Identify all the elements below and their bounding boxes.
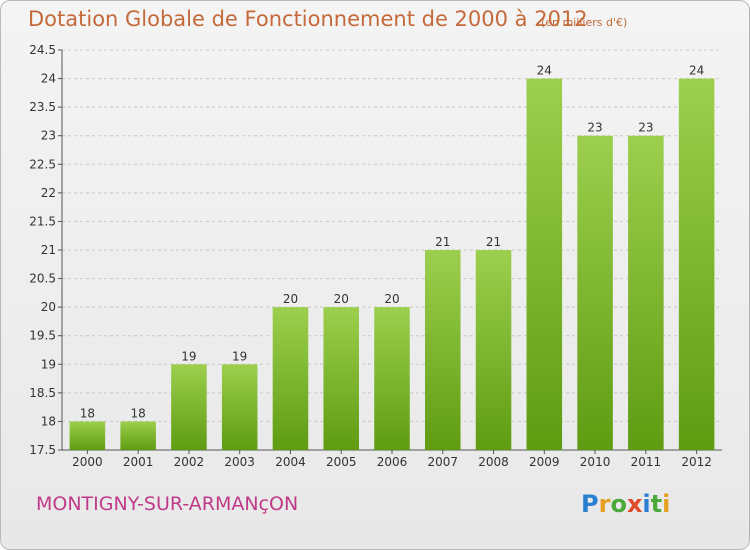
bar-2010 xyxy=(577,135,613,450)
bar-2009 xyxy=(526,78,563,451)
labels: 17.5 18 18.5 19 19.5 20 20.5 21 21.5 22 22.5 23 23.5… xyxy=(29,43,712,469)
bar-2011 xyxy=(628,135,664,450)
y-tick-label: 21.5 xyxy=(29,214,56,228)
x-tick-label: 2005 xyxy=(326,455,357,469)
bar-2005 xyxy=(323,307,359,450)
data-label: 20 xyxy=(283,292,298,306)
data-label: 24 xyxy=(689,64,704,78)
y-tick-label: 18 xyxy=(41,414,56,428)
x-tick-label: 2009 xyxy=(529,455,560,469)
x-tick-label: 2002 xyxy=(174,455,205,469)
x-tick-label: 2011 xyxy=(631,455,662,469)
bars xyxy=(69,78,715,451)
bar-2008 xyxy=(475,250,512,450)
y-tick-label: 23.5 xyxy=(29,100,56,114)
x-tick-label: 2012 xyxy=(681,455,712,469)
y-tick-label: 21 xyxy=(41,243,56,257)
y-tick-label: 22.5 xyxy=(29,157,56,171)
y-tick-label: 18.5 xyxy=(29,386,56,400)
x-tick-label: 2007 xyxy=(427,455,458,469)
data-label: 19 xyxy=(181,349,196,363)
x-tick-label: 2008 xyxy=(478,455,509,469)
y-tick-label: 22 xyxy=(41,186,56,200)
x-tick-label: 2006 xyxy=(377,455,408,469)
bar-2001 xyxy=(120,421,156,450)
data-label: 19 xyxy=(232,349,247,363)
bar-2000 xyxy=(69,421,106,450)
y-tick-label: 20 xyxy=(41,300,56,314)
data-label: 20 xyxy=(384,292,399,306)
chart-subtitle: (en milliers d'€) xyxy=(541,16,628,29)
data-label: 21 xyxy=(486,235,501,249)
y-tick-label: 20.5 xyxy=(29,272,56,286)
bar-2006 xyxy=(374,307,410,450)
y-tick-label: 24 xyxy=(41,72,56,86)
y-tick-label: 19.5 xyxy=(29,329,56,343)
chart-title: Dotation Globale de Fonctionnement de 20… xyxy=(28,7,588,31)
commune-name: MONTIGNY-SUR-ARMANçON xyxy=(36,493,299,515)
data-label: 23 xyxy=(587,121,602,135)
bar-2003 xyxy=(221,364,258,450)
y-tick-label: 24.5 xyxy=(29,43,56,57)
data-label: 18 xyxy=(80,406,95,420)
data-label: 24 xyxy=(537,64,552,78)
bar-2007 xyxy=(425,250,461,450)
x-tick-label: 2004 xyxy=(275,455,306,469)
y-tick-label: 23 xyxy=(41,129,56,143)
data-label: 18 xyxy=(131,406,146,420)
y-tick-label: 19 xyxy=(41,357,56,371)
data-label: 20 xyxy=(334,292,349,306)
y-tick-label: 17.5 xyxy=(29,443,56,457)
data-label: 23 xyxy=(638,121,653,135)
bar-2012 xyxy=(678,78,715,451)
x-tick-label: 2003 xyxy=(224,455,255,469)
bar-2004 xyxy=(272,307,309,450)
x-tick-label: 2010 xyxy=(580,455,611,469)
bar-2002 xyxy=(171,364,207,450)
proxiti-logo: Proxiti xyxy=(581,490,671,518)
x-tick-label: 2001 xyxy=(123,455,154,469)
data-label: 21 xyxy=(435,235,450,249)
x-tick-label: 2000 xyxy=(72,455,103,469)
